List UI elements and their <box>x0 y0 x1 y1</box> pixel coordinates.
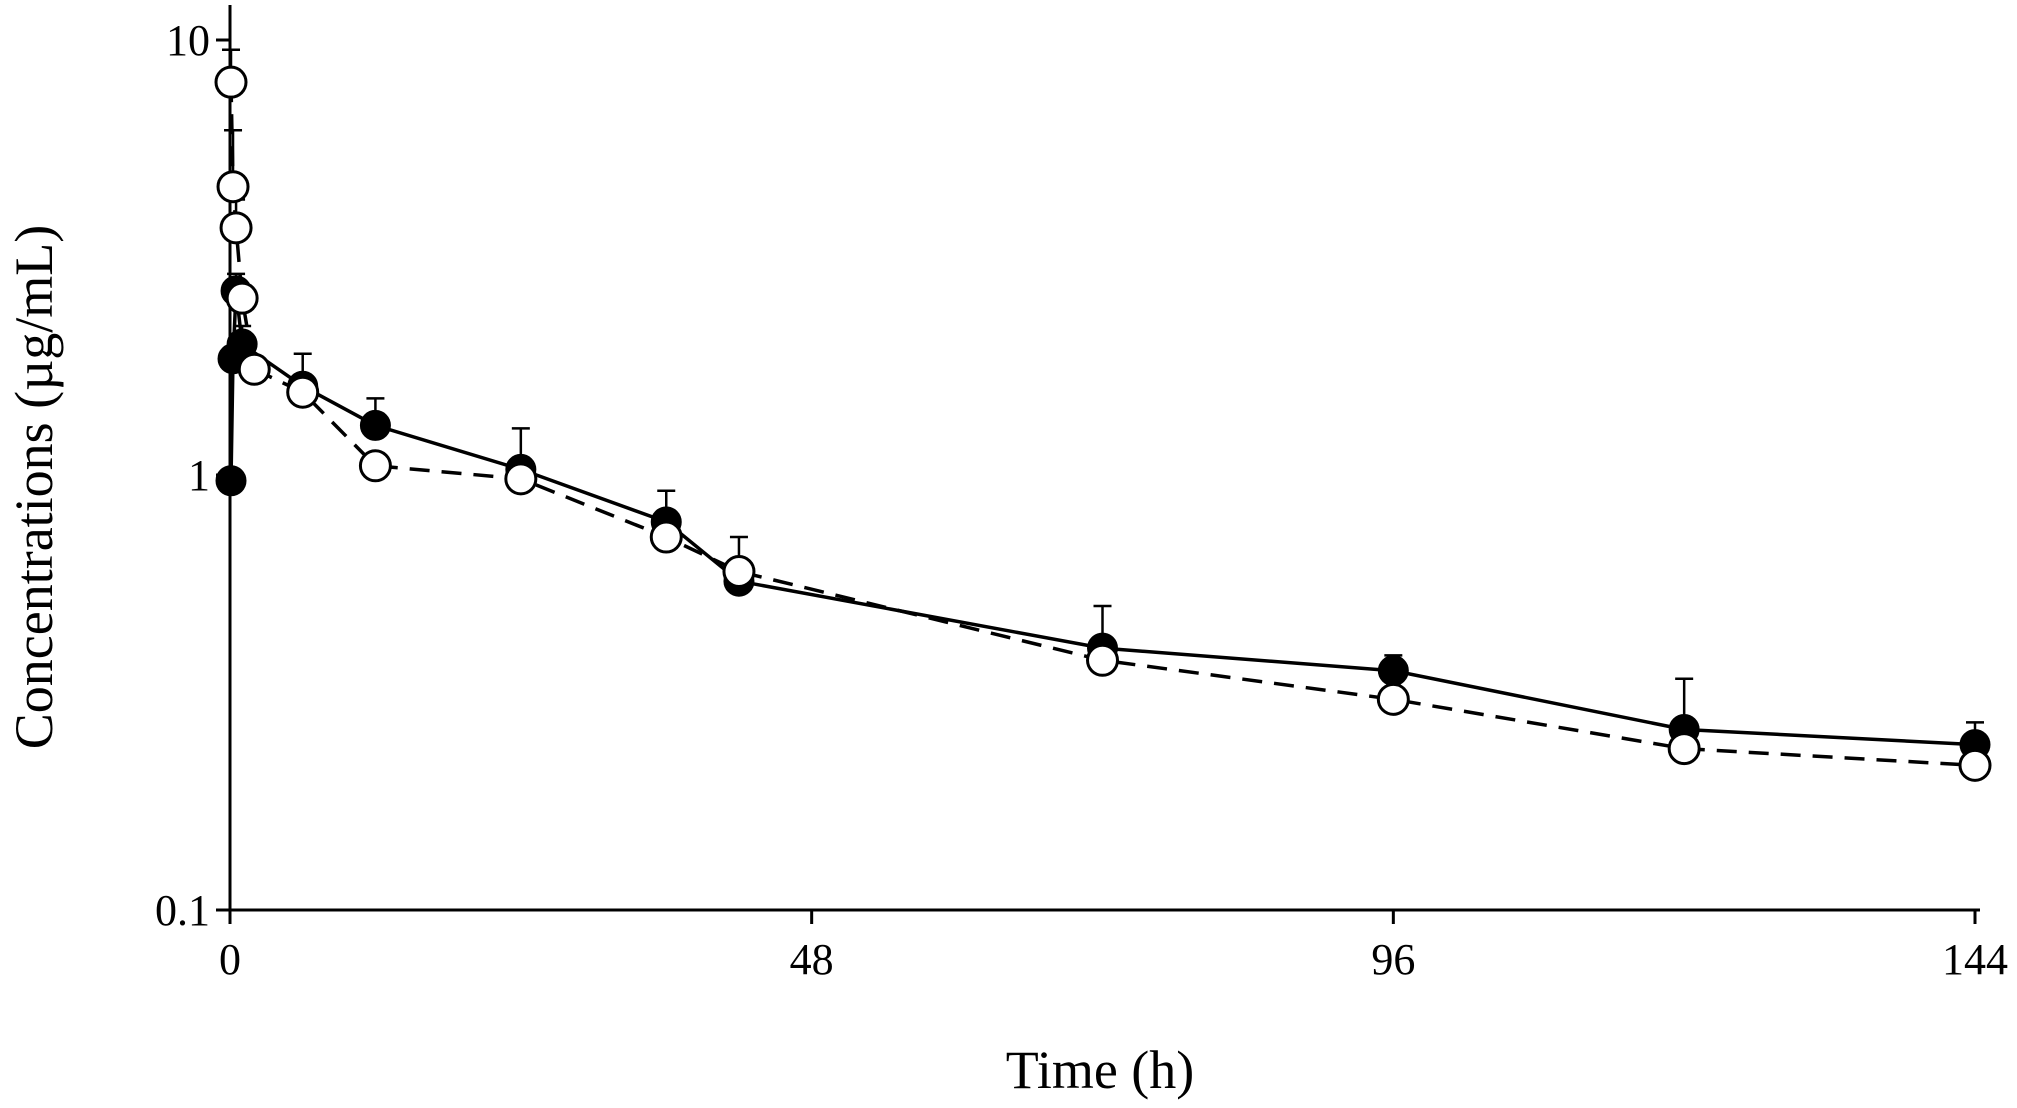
series-1-line <box>229 82 1976 768</box>
series-1-point-3 <box>225 281 259 315</box>
series-1-point-10 <box>1086 643 1119 677</box>
series-1-point-13 <box>1958 748 1992 782</box>
series-1-point-0 <box>214 65 248 99</box>
series-0-point-3 <box>226 328 258 360</box>
series-1-point-12 <box>1667 732 1701 766</box>
x-tick-label-1: 48 <box>790 935 834 984</box>
series-1-point-4 <box>237 352 271 386</box>
series-1-point-7 <box>504 462 538 496</box>
series-1-point-9 <box>722 555 756 589</box>
series-0-point-0 <box>215 465 247 497</box>
y-tick-label-2: 10 <box>166 16 210 65</box>
series-layer <box>214 48 1992 782</box>
series-1-point-11 <box>1376 682 1410 716</box>
x-tick-label-2: 96 <box>1371 935 1415 984</box>
axes <box>216 5 1980 924</box>
series-0-point-10 <box>1377 655 1409 687</box>
series-1-point-5 <box>286 375 320 409</box>
y-axis-title: Concentrations (µg/mL) <box>4 225 64 750</box>
series-0-point-5 <box>359 409 391 441</box>
series-1 <box>214 48 1992 782</box>
series-1-point-6 <box>358 449 392 483</box>
y-tick-label-0: 0.1 <box>155 886 210 935</box>
x-axis-title: Time (h) <box>1006 1040 1195 1100</box>
tick-labels: 0 48 96 144 0.1 1 10 <box>155 16 2008 984</box>
series-1-point-2 <box>219 211 253 245</box>
x-tick-label-3: 144 <box>1942 935 2008 984</box>
series-1-point-8 <box>649 520 683 554</box>
y-tick-label-1: 1 <box>188 451 210 500</box>
x-tick-label-0: 0 <box>219 935 241 984</box>
series-1-point-1 <box>216 170 250 204</box>
series-0 <box>215 272 1991 761</box>
